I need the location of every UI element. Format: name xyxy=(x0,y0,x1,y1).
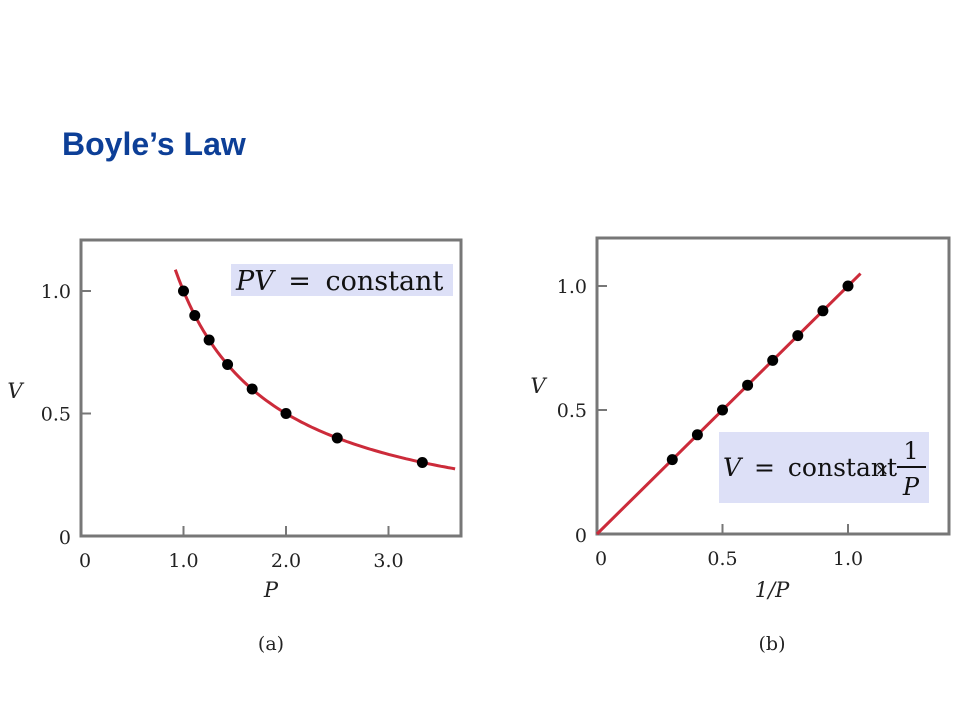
chart-a: PV = constant 0 1.0 2.0 3.0 0 0.5 1.0 P V (a) xyxy=(7,238,463,655)
page-title: Boyle’s Law xyxy=(62,126,246,162)
chart-b-points xyxy=(666,280,854,466)
chart-b-data-point xyxy=(691,429,703,441)
chart-b-formula-denominator: P xyxy=(902,473,920,501)
chart-a-x-label: P xyxy=(263,578,279,602)
chart-a-formula-text: PV = constant xyxy=(235,266,443,297)
chart-a-data-point xyxy=(416,457,428,468)
chart-b-data-point xyxy=(817,305,829,317)
chart-a-points xyxy=(178,285,428,468)
chart-b-y-tick-label: 1.0 xyxy=(557,276,587,298)
chart-b-y-tick-label: 0.5 xyxy=(557,400,587,422)
chart-a-x-tick-label: 0 xyxy=(79,550,91,572)
chart-a-y-ticks: 0 0.5 1.0 xyxy=(41,281,91,549)
chart-b-x-tick-label: 0.5 xyxy=(707,548,737,570)
chart-b-panel-label: (b) xyxy=(759,633,786,655)
chart-a-formula-box xyxy=(231,264,453,296)
chart-a-y-label: V xyxy=(7,379,24,403)
chart-b-formula-times: × xyxy=(875,460,889,480)
chart-b-formula-text: V = constant xyxy=(723,453,897,482)
chart-b-curve xyxy=(595,272,862,536)
chart-b: 0 0.5 1.0 0 0.5 1.0 V = constant × 1 P 1/P V… xyxy=(530,236,951,655)
chart-a-curve xyxy=(173,269,456,471)
chart-a-x-tick-label: 1.0 xyxy=(168,550,198,572)
chart-a-x-tick-label: 3.0 xyxy=(373,550,403,572)
chart-a-data-point xyxy=(189,310,201,321)
chart-a-panel-label: (a) xyxy=(258,633,284,655)
chart-a-y-tick-label: 1.0 xyxy=(41,281,71,303)
chart-a-data-point xyxy=(203,334,215,346)
chart-b-y-tick-label: 0 xyxy=(575,525,587,547)
chart-b-y-ticks: 0 0.5 1.0 xyxy=(557,276,607,547)
chart-a-data-point xyxy=(246,383,258,395)
chart-b-formula: V = constant × 1 P xyxy=(719,432,929,503)
chart-a-data-point xyxy=(331,432,343,444)
chart-b-data-point xyxy=(717,404,728,416)
chart-b-formula-box xyxy=(719,432,929,503)
chart-b-y-label: V xyxy=(530,374,547,398)
chart-a-y-tick-label: 0.5 xyxy=(41,404,71,426)
chart-a-data-point xyxy=(222,359,234,370)
chart-a-data-point xyxy=(178,285,189,297)
chart-a-x-ticks: 0 1.0 2.0 3.0 xyxy=(79,526,404,572)
chart-a-formula: PV = constant xyxy=(231,264,453,297)
chart-a-y-tick-label: 0 xyxy=(59,527,71,549)
chart-a-data-point xyxy=(280,408,292,419)
chart-b-x-label: 1/P xyxy=(755,578,790,602)
chart-b-x-tick-label: 0 xyxy=(595,548,607,570)
chart-b-data-point xyxy=(666,454,678,466)
chart-b-data-point xyxy=(767,354,779,366)
chart-b-formula-numerator: 1 xyxy=(903,437,918,465)
chart-b-data-point xyxy=(792,330,804,342)
chart-b-data-point xyxy=(842,280,854,292)
chart-a-x-tick-label: 2.0 xyxy=(271,550,301,572)
chart-b-data-point xyxy=(742,379,754,391)
chart-b-x-ticks: 0 0.5 1.0 xyxy=(595,524,863,570)
chart-b-x-tick-label: 1.0 xyxy=(833,548,863,570)
